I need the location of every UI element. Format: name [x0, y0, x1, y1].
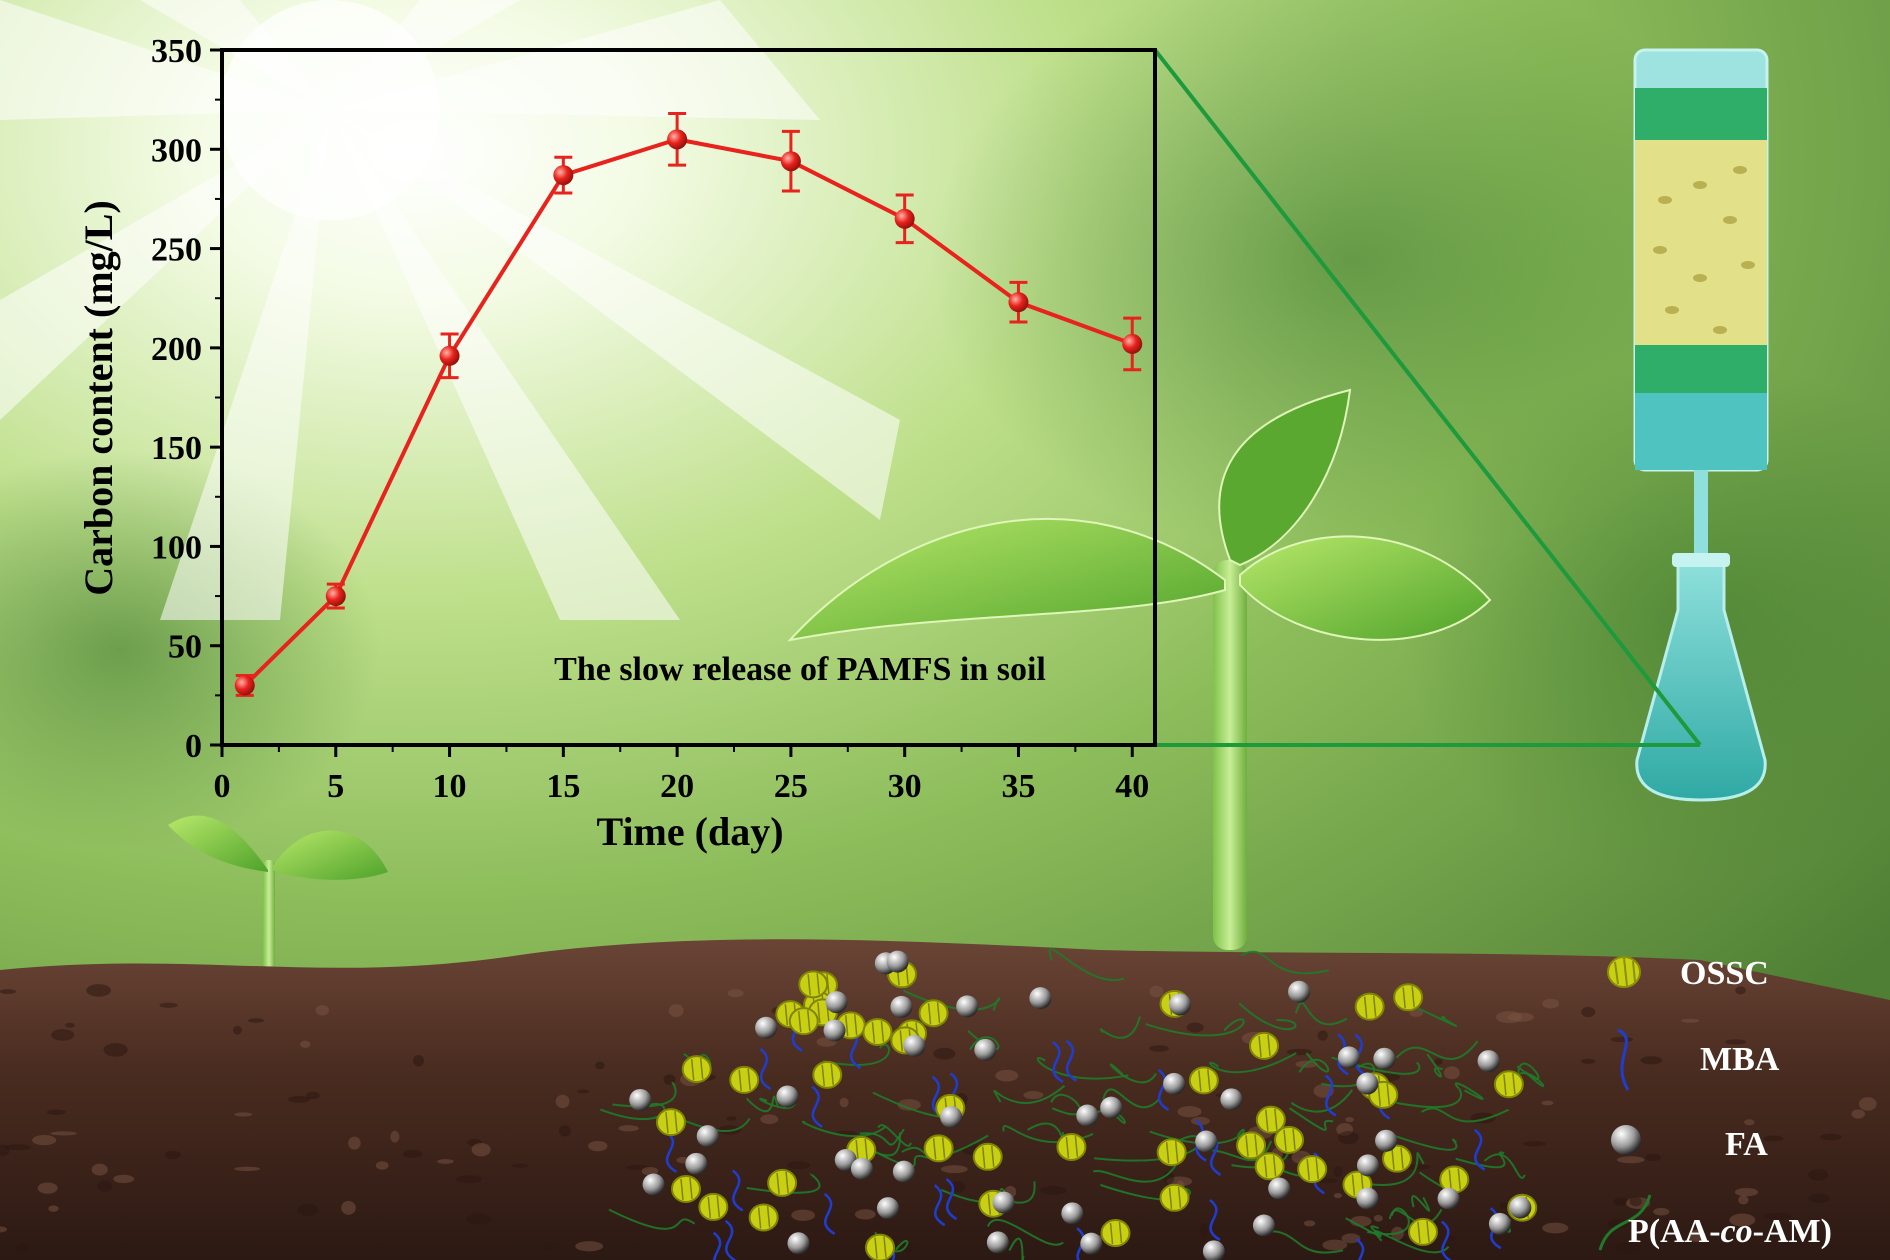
data-point [894, 208, 915, 229]
y-tick-label: 350 [151, 33, 202, 70]
data-point [780, 151, 801, 172]
collection-flask [1635, 553, 1767, 802]
x-tick-label: 35 [1001, 768, 1035, 805]
release-chart: 0 5 10 15 20 25 30 35 40 0 50 100 150 200 250 300 350 T… [76, 33, 1157, 854]
mba-crosslinker-icon [1617, 1028, 1630, 1091]
small-seedling [168, 815, 388, 970]
x-axis-label: Time (day) [596, 809, 783, 854]
data-point [439, 345, 460, 366]
data-point [234, 675, 255, 696]
ossc-particle-icon [1607, 956, 1641, 988]
data-point [1008, 292, 1029, 313]
legend-item-polymer: P(AA-co-AM) [1598, 1194, 1832, 1251]
x-tick-label: 10 [433, 768, 467, 805]
legend-label-mba: MBA [1700, 1041, 1780, 1078]
x-tick-label: 30 [888, 768, 922, 805]
legend-label-ossc: OSSC [1680, 955, 1769, 992]
data-point [325, 586, 346, 607]
x-tick-label: 40 [1115, 768, 1149, 805]
y-tick-label: 300 [151, 132, 202, 169]
x-tick-label: 20 [660, 768, 694, 805]
y-tick-label: 150 [151, 430, 202, 467]
x-tick-label: 0 [214, 768, 231, 805]
legend-item-mba: MBA [1617, 1028, 1780, 1091]
legend-item-fa: FA [1611, 1125, 1768, 1163]
sun-glow [220, 0, 440, 220]
fa-sphere-icon [1611, 1125, 1641, 1155]
zoom-projection [1153, 48, 1702, 747]
x-tick-label: 25 [774, 768, 808, 805]
x-tick-label: 15 [546, 768, 580, 805]
bokeh-foliage [1400, 360, 1890, 880]
y-tick-label: 200 [151, 331, 202, 368]
legend-item-ossc: OSSC [1607, 955, 1769, 992]
legend-label-fa: FA [1725, 1126, 1768, 1163]
y-tick-label: 0 [185, 728, 202, 765]
data-point [667, 129, 688, 150]
leaching-column [1633, 48, 1769, 560]
y-axis-label: Carbon content (mg/L) [76, 200, 121, 596]
x-tick-label: 5 [327, 768, 344, 805]
legend-label-polymer: P(AA-co-AM) [1628, 1213, 1832, 1250]
y-tick-label: 250 [151, 232, 202, 269]
x-axis: 0 5 10 15 20 25 30 35 40 [214, 745, 1149, 805]
data-point [1122, 333, 1143, 354]
hydrogel-network [600, 948, 1545, 1260]
chart-title: The slow release of PAMFS in soil [554, 651, 1046, 688]
y-axis: 0 50 100 150 200 250 300 350 [151, 33, 222, 765]
large-seedling [787, 388, 1492, 950]
y-tick-label: 50 [168, 629, 202, 666]
polymer-chain-icon [1598, 1194, 1652, 1251]
series [234, 112, 1143, 697]
legend: OSSC MBA FA P(AA-co-AM) [1598, 955, 1832, 1251]
data-point [553, 165, 574, 186]
y-tick-label: 100 [151, 529, 202, 566]
